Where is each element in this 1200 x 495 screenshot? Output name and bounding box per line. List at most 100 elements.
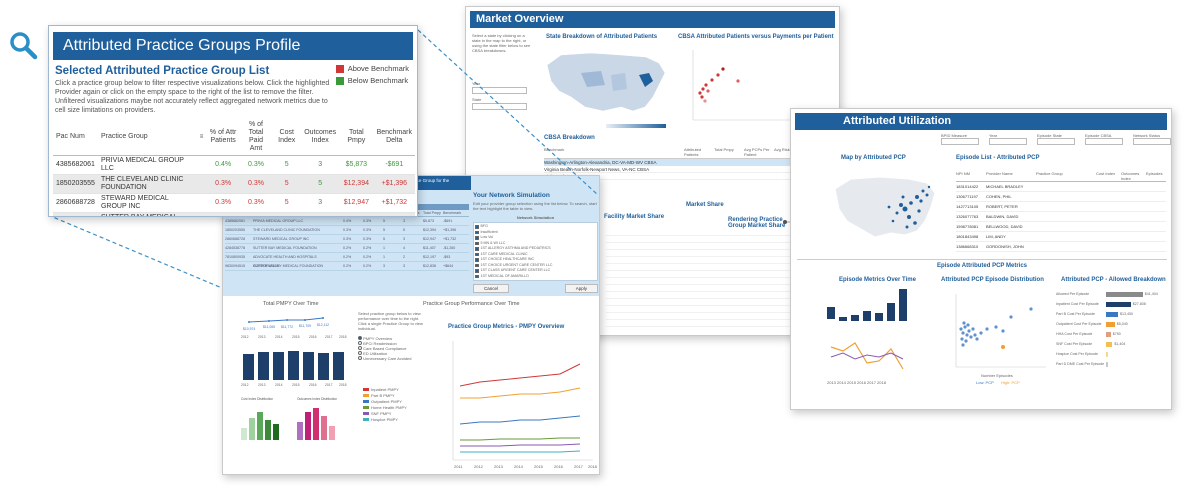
practice-group-cell: PRIVIA MEDICAL GROUP LLC: [97, 155, 197, 175]
pmpy-label: $11,772: [281, 325, 293, 329]
pct-attr-cell: 0.4%: [206, 155, 240, 175]
cancel-button[interactable]: Cancel: [473, 284, 510, 293]
simulation-list-item[interactable]: 1ST MEDICAL OF AMARILLO: [475, 274, 596, 280]
bpid-filter[interactable]: [941, 138, 979, 145]
svg-text:2015: 2015: [292, 383, 300, 387]
benchmark-delta-cell: -$691: [373, 155, 415, 175]
practice-groups-profile-panel: Attributed Practice Groups Profile Selec…: [48, 25, 418, 217]
state-breakdown-title: State Breakdown of Attributed Patients: [546, 34, 658, 40]
svg-text:2012: 2012: [241, 383, 249, 387]
episode-cbsa-filter[interactable]: [1085, 138, 1123, 145]
episode-state-filter[interactable]: [1037, 138, 1075, 145]
checkbox-icon[interactable]: [475, 225, 479, 229]
apply-button[interactable]: Apply: [564, 284, 598, 293]
table-row[interactable]: 1306771197 COHEN, PHIL: [956, 192, 1166, 202]
practice-group-radio-list[interactable]: PMPY Overview BPCI Readmission Care Base…: [358, 336, 423, 361]
table-row[interactable]: 2860688728 STEWARD MEDICAL GROUP INC 0.3% 0…: [53, 193, 415, 213]
outcomes-dist-title: Outcomes Index Distribution: [297, 397, 337, 401]
breakdown-row: Allowed Per Episode $41,404: [1056, 291, 1158, 297]
checkbox-icon[interactable]: [475, 230, 479, 234]
above-benchmark-swatch: [335, 64, 344, 73]
simulation-list-item[interactable]: 1ST ALLERGY ASTHMA AND PEDIATRICS: [475, 246, 596, 252]
simulation-list-item[interactable]: BFG: [475, 224, 596, 230]
checkbox-icon[interactable]: [475, 247, 479, 251]
year-filter[interactable]: [472, 87, 527, 94]
checkbox-icon[interactable]: [475, 269, 479, 273]
distribution-legend-high: High: PCP: [1001, 380, 1020, 385]
table-row[interactable]: 9830094515 SUTTER VALLEY MEDICAL FOUNDATI…: [225, 262, 469, 271]
table-row[interactable]: 1831014422 MICHAEL BRADLEY: [956, 182, 1166, 192]
episode-distribution-title: Attributed PCP Episode Distribution: [941, 277, 1044, 283]
checkbox-icon[interactable]: [475, 252, 479, 256]
pct-attr-cell: 0.3%: [206, 174, 240, 194]
cost-index-cell: 1: [272, 212, 302, 216]
table-row[interactable]: 4385682061 PRIVIA MEDICAL GROUP LLC 0.4% 0.…: [225, 217, 469, 226]
table-row[interactable]: 1386668310 GORDONISH, JOHN: [956, 242, 1166, 252]
col-cost-index[interactable]: Cost Index: [272, 119, 302, 156]
rendering-share-title: Rendering Practice Group Market Share: [728, 217, 786, 229]
col-pac-num[interactable]: Pac Num: [53, 119, 98, 156]
col-benchmark-delta[interactable]: Benchmark Delta: [373, 119, 415, 156]
cbsa-scatter-title: CBSA Attributed Patients versus Payments…: [678, 34, 834, 40]
table-row[interactable]: 1850203555 THE CLEVELAND CLINIC FOUNDATIO…: [225, 226, 469, 235]
total-pmpy-cell: $5,873: [339, 155, 374, 175]
state-filter[interactable]: [472, 103, 527, 110]
episode-metrics-title: Episode Attributed PCP Metrics: [797, 259, 1167, 269]
profile-description: Click a practice group below to filter r…: [55, 80, 330, 114]
table-row[interactable]: 1801843498 LIM, ANDY: [956, 232, 1166, 242]
us-map[interactable]: [541, 45, 676, 125]
pmpy-label: $12,112: [317, 323, 329, 327]
checkbox-icon[interactable]: [475, 241, 479, 245]
svg-text:2018: 2018: [588, 464, 598, 469]
cbsa-row[interactable]: Virginia Beach-Norfolk-Newport News, VA-…: [544, 166, 834, 173]
distribution-xlabel: Number Episodes: [981, 373, 1013, 378]
simulation-list-item[interactable]: Insufficient: [475, 230, 596, 236]
episode-distribution-scatter: [955, 294, 1046, 368]
table-row[interactable]: 2860688728 STEWARD MEDICAL GROUP INC 0.3% 0…: [225, 235, 469, 244]
util-year-filter[interactable]: [989, 138, 1027, 145]
svg-text:2017: 2017: [574, 464, 584, 469]
sort-icon[interactable]: ≡: [196, 119, 207, 156]
svg-text:2017: 2017: [325, 383, 333, 387]
simulation-list-item[interactable]: 1ST CHOICE HEALTHCARE INC: [475, 257, 596, 263]
simulation-list-item[interactable]: 1ST CLASS URGENT CARE CENTER LLC: [475, 268, 596, 274]
col-practice-group[interactable]: Practice Group: [97, 119, 197, 156]
table-row[interactable]: 1598778081 BELLWOOD, DAVID: [956, 222, 1166, 232]
episode-list-table: NPI NM Provider Name Practice Group Cost In…: [956, 171, 1166, 252]
table-row[interactable]: 7810800935 ADVOCATE HEALTH AND HOSPITALS …: [225, 253, 469, 268]
breakdown-row: Inpatient Cost Per Episode $27,808: [1056, 301, 1146, 307]
checkbox-icon[interactable]: [475, 274, 479, 278]
pct-paid-cell: 0.2%: [239, 212, 273, 216]
profile-subtitle: Selected Attributed Practice Group List: [55, 65, 270, 77]
col-outcomes-index[interactable]: Outcomes Index: [301, 119, 340, 156]
svg-text:2018: 2018: [339, 383, 347, 387]
checkbox-icon[interactable]: [475, 236, 479, 240]
col-pct-paid[interactable]: % of Total Paid Amt: [239, 119, 273, 156]
network-simulation-list[interactable]: BFG Insufficient Low Vol 5 MN & WI LLC 1ST A…: [473, 222, 598, 281]
table-row[interactable]: 1427713105 ROBERT, PETER: [956, 202, 1166, 212]
breakdown-row: Part B Cost Per Episode $13,450: [1056, 311, 1133, 317]
network-status-filter[interactable]: [1133, 138, 1171, 145]
table-row[interactable]: 1326077763 BALDWIN, DAVID: [956, 212, 1166, 222]
checkbox-icon[interactable]: [475, 263, 479, 267]
simulation-list-item[interactable]: 1ST CHOICE URGENT CARE CENTER LLC: [475, 263, 596, 269]
table-row[interactable]: 1850203555 THE CLEVELAND CLINIC FOUNDATIO…: [53, 174, 415, 194]
col-total-pmpy[interactable]: Total Pmpy: [339, 119, 374, 156]
table-row[interactable]: 4385682061 PRIVIA MEDICAL GROUP LLC 0.4% 0.…: [53, 155, 415, 175]
breakdown-row: Outpatient Cost Per Episode $5,040: [1056, 321, 1128, 327]
checkbox-icon[interactable]: [475, 258, 479, 262]
pac-num-cell: 4284538778: [53, 212, 98, 216]
simulation-list-item[interactable]: 1ST CARE MEDICAL CLINIC: [475, 252, 596, 258]
simulation-list-item[interactable]: 5 MN & WI LLC: [475, 241, 596, 247]
pcp-map[interactable]: [831, 167, 941, 257]
practice-group-cell: THE CLEVELAND CLINIC FOUNDATION: [97, 174, 197, 194]
cbsa-row[interactable]: Washington-Arlington-Alexandria, DC-VA-M…: [544, 159, 834, 166]
util-map-title: Map by Attributed PCP: [841, 155, 906, 161]
simulation-list-item[interactable]: Low Vol: [475, 235, 596, 241]
col-pct-attr[interactable]: % of Attr Patients: [206, 119, 240, 156]
total-pmpy-cell: $12,394: [339, 174, 374, 194]
spacer-cell: [196, 174, 207, 194]
